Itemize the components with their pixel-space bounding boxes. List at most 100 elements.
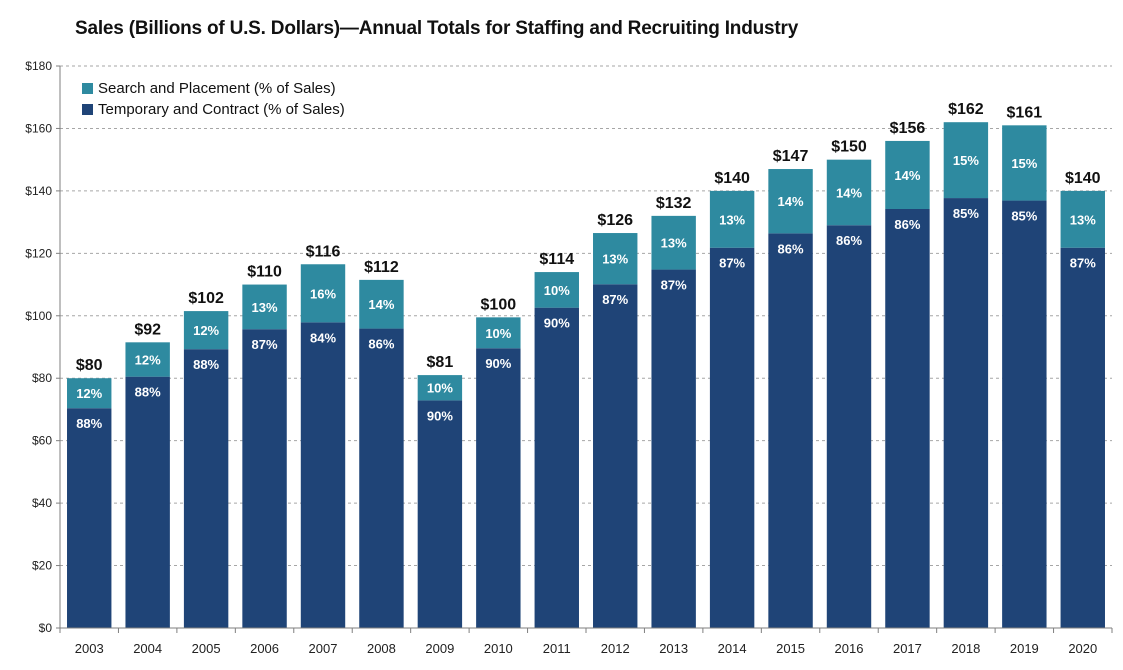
x-tick-label: 2009: [425, 641, 454, 656]
bar-temporary-2013: [651, 269, 696, 628]
x-tick-label: 2012: [601, 641, 630, 656]
bar-search-2014: [709, 190, 755, 248]
pct-label-temporary: 86%: [894, 217, 920, 232]
x-tick-label: 2019: [1010, 641, 1039, 656]
pct-label-temporary: 87%: [719, 256, 745, 271]
y-tick-label: $80: [32, 371, 52, 385]
total-label: $161: [1007, 104, 1043, 121]
bar-temporary-2007: [300, 322, 346, 628]
pct-label-search: 14%: [894, 168, 920, 183]
x-tick-label: 2017: [893, 641, 922, 656]
total-label: $80: [76, 357, 103, 374]
legend-swatch-temporary: [82, 104, 93, 115]
pct-label-temporary: 87%: [661, 278, 687, 293]
pct-label-search: 15%: [953, 153, 979, 168]
x-tick-label: 2003: [75, 641, 104, 656]
pct-label-temporary: 85%: [1011, 209, 1037, 224]
bar-temporary-2015: [768, 233, 813, 628]
bar-search-2010: [476, 317, 521, 349]
bar-temporary-2017: [885, 208, 930, 628]
bar-search-2011: [534, 272, 579, 308]
x-tick-label: 2016: [835, 641, 864, 656]
bar-temporary-2003: [67, 408, 112, 628]
legend-swatch-search: [82, 83, 93, 94]
bar-temporary-2019: [1002, 200, 1047, 628]
pct-label-search: 13%: [602, 252, 628, 267]
x-tick-label: 2018: [951, 641, 980, 656]
bar-search-2019: [1002, 125, 1047, 201]
pct-label-temporary: 90%: [485, 356, 511, 371]
bar-search-2005: [183, 311, 229, 350]
y-tick-label: $60: [32, 434, 52, 448]
pct-label-search: 13%: [719, 212, 745, 227]
bar-temporary-2018: [943, 198, 989, 628]
pct-label-temporary: 88%: [76, 416, 102, 431]
pct-label-temporary: 84%: [310, 330, 336, 345]
y-tick-label: $20: [32, 559, 52, 573]
y-tick-label: $100: [25, 309, 52, 323]
pct-label-temporary: 86%: [778, 241, 804, 256]
pct-label-search: 10%: [427, 381, 453, 396]
legend-label-search: Search and Placement (% of Sales): [98, 80, 336, 97]
pct-label-search: 14%: [368, 297, 394, 312]
bar-temporary-2010: [476, 348, 521, 628]
total-label: $162: [948, 101, 984, 118]
pct-label-search: 13%: [252, 300, 278, 315]
pct-label-search: 15%: [1011, 156, 1037, 171]
pct-label-search: 14%: [778, 194, 804, 209]
x-tick-label: 2010: [484, 641, 513, 656]
total-label: $156: [890, 120, 926, 137]
bar-search-2018: [943, 122, 989, 199]
bar-search-2015: [768, 169, 813, 234]
total-label: $150: [831, 139, 867, 156]
y-tick-label: $140: [25, 184, 52, 198]
bar-search-2009: [417, 375, 463, 401]
pct-label-search: 10%: [544, 283, 570, 298]
legend-label-temporary: Temporary and Contract (% of Sales): [98, 101, 345, 118]
bar-search-2006: [242, 284, 287, 330]
pct-label-temporary: 90%: [544, 316, 570, 331]
total-label: $116: [306, 243, 341, 260]
bar-temporary-2009: [417, 400, 463, 628]
y-tick-label: $0: [39, 621, 53, 635]
bar-temporary-2016: [826, 225, 872, 628]
bar-temporary-2012: [593, 284, 638, 628]
total-label: $102: [188, 290, 224, 307]
bar-search-2016: [826, 159, 872, 226]
total-label: $114: [539, 251, 574, 268]
legend-entry-search: Search and Placement (% of Sales): [82, 78, 345, 99]
total-label: $92: [134, 321, 161, 338]
bar-temporary-2008: [359, 328, 404, 628]
x-tick-label: 2015: [776, 641, 805, 656]
x-tick-label: 2014: [718, 641, 747, 656]
pct-label-temporary: 87%: [602, 292, 628, 307]
bar-search-2020: [1060, 190, 1105, 248]
total-label: $81: [427, 354, 454, 371]
total-label: $140: [714, 170, 750, 187]
pct-label-search: 13%: [1070, 212, 1096, 227]
pct-label-temporary: 85%: [953, 206, 979, 221]
pct-label-temporary: 86%: [836, 233, 862, 248]
x-tick-label: 2005: [192, 641, 221, 656]
bar-search-2007: [300, 264, 346, 323]
bar-search-2012: [593, 233, 638, 285]
legend-entry-temporary: Temporary and Contract (% of Sales): [82, 99, 345, 120]
bar-temporary-2020: [1060, 247, 1105, 629]
y-tick-label: $160: [25, 121, 52, 135]
total-label: $147: [773, 148, 809, 165]
pct-label-temporary: 88%: [193, 357, 219, 372]
total-label: $100: [481, 296, 517, 313]
total-label: $110: [247, 264, 282, 281]
x-tick-label: 2011: [543, 641, 571, 656]
chart-title: Sales (Billions of U.S. Dollars)—Annual …: [75, 18, 799, 39]
bar-search-2003: [67, 378, 112, 409]
total-label: $140: [1065, 170, 1101, 187]
bar-search-2013: [651, 215, 696, 270]
pct-label-search: 12%: [76, 386, 102, 401]
bar-search-2017: [885, 140, 930, 209]
x-tick-label: 2013: [659, 641, 688, 656]
x-tick-label: 2008: [367, 641, 396, 656]
bar-temporary-2005: [183, 349, 229, 628]
bar-search-2004: [125, 342, 170, 377]
chart-legend: Search and Placement (% of Sales) Tempor…: [82, 78, 345, 120]
